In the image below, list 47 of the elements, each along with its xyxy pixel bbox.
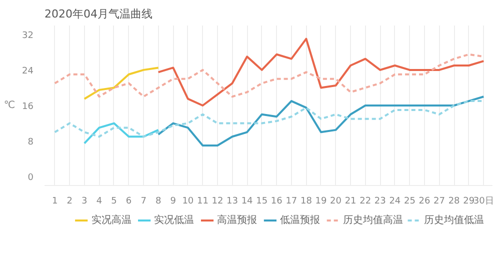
line-series bbox=[83, 122, 160, 144]
x-tick-label: 29 bbox=[463, 196, 475, 206]
y-tick-label: 0 bbox=[28, 173, 34, 184]
x-tick-label: 1 bbox=[52, 196, 58, 206]
x-tick-label: 17 bbox=[286, 196, 298, 206]
x-tick-label: 23 bbox=[374, 196, 386, 206]
x-tick-label: 14 bbox=[241, 196, 254, 206]
x-tick-label: 16 bbox=[270, 196, 283, 206]
x-tick-label: 5 bbox=[111, 196, 117, 206]
x-tick-label: 12 bbox=[212, 196, 224, 206]
x-tick-label: 21 bbox=[344, 196, 356, 206]
x-tick-label: 20 bbox=[330, 196, 342, 206]
legend-label: 低温预报 bbox=[280, 214, 320, 226]
x-tick-label: 19 bbox=[315, 196, 327, 206]
y-tick-label: 32 bbox=[22, 30, 34, 41]
x-tick-label: 7 bbox=[140, 196, 146, 206]
legend-label: 实况低温 bbox=[154, 214, 194, 226]
x-tick-label: 8 bbox=[155, 196, 162, 206]
x-tick-label: 3 bbox=[82, 196, 88, 206]
line-series bbox=[157, 38, 485, 106]
x-tick-label: 25 bbox=[404, 196, 416, 206]
x-tick-label: 28 bbox=[448, 196, 460, 206]
y-tick-label: 24 bbox=[22, 66, 34, 76]
line-series bbox=[83, 66, 160, 100]
legend-label: 实况高温 bbox=[91, 214, 132, 226]
x-tick-label: 13 bbox=[226, 196, 238, 206]
y-tick-label: 16 bbox=[22, 102, 34, 112]
line-series bbox=[157, 96, 485, 146]
x-tick-label: 10 bbox=[182, 196, 194, 206]
x-tick-label: 6 bbox=[126, 196, 132, 206]
legend-label: 历史均值高温 bbox=[343, 214, 404, 226]
x-tick-label: 11 bbox=[196, 196, 208, 206]
x-tick-label: 27 bbox=[434, 196, 445, 206]
x-tick-label: 30日 bbox=[473, 196, 494, 206]
x-tick-label: 18 bbox=[300, 196, 312, 206]
y-tick-label: 8 bbox=[28, 138, 34, 148]
chart-title: 2020年04月气温曲线 bbox=[44, 8, 152, 20]
x-tick-label: 2 bbox=[66, 196, 73, 206]
x-tick-label: 26 bbox=[418, 196, 430, 206]
legend-label: 历史均值低温 bbox=[424, 214, 484, 226]
x-tick-label: 9 bbox=[170, 196, 176, 206]
x-tick-label: 22 bbox=[360, 196, 372, 206]
y-axis-title: ℃ bbox=[4, 100, 16, 111]
x-tick-label: 4 bbox=[96, 196, 102, 206]
x-tick-label: 24 bbox=[389, 196, 401, 206]
legend-label: 高温预报 bbox=[217, 214, 258, 226]
x-tick-label: 15 bbox=[256, 196, 268, 206]
